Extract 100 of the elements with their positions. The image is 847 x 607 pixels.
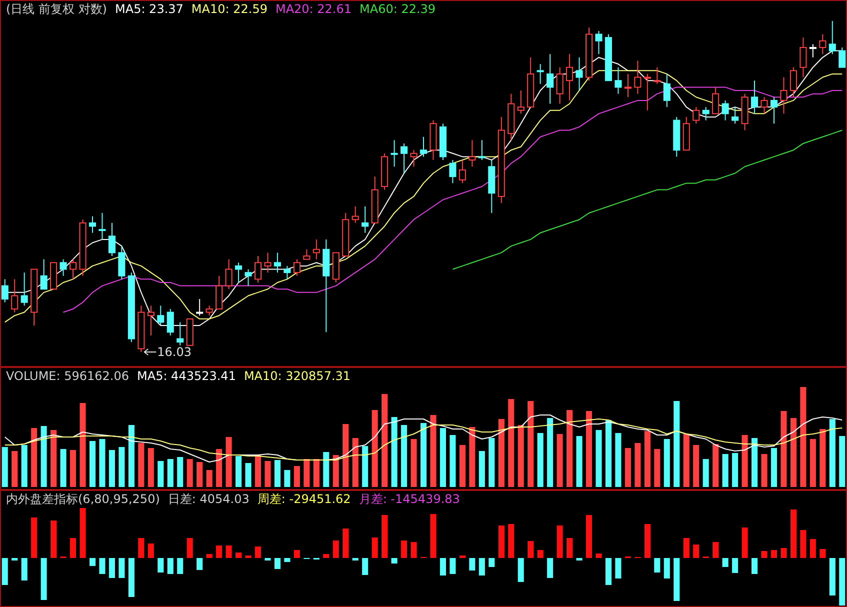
chart-title: 内外盘差指标(6,80,95,250) xyxy=(6,492,160,506)
bar xyxy=(770,550,777,558)
bar xyxy=(674,401,680,487)
bar xyxy=(829,558,836,596)
bar xyxy=(226,546,232,558)
text: MA10: 22.59 xyxy=(191,2,268,16)
bar xyxy=(732,453,738,487)
bar xyxy=(196,558,203,570)
bar xyxy=(469,558,476,570)
bar xyxy=(478,558,485,576)
bar xyxy=(537,550,544,558)
bar xyxy=(206,470,212,487)
bar xyxy=(440,558,446,576)
bar xyxy=(605,420,612,487)
bar xyxy=(615,558,622,578)
bar xyxy=(732,558,738,573)
bar xyxy=(722,454,728,487)
bar xyxy=(177,558,184,574)
bar xyxy=(236,456,242,487)
bar xyxy=(498,526,504,558)
bar xyxy=(254,455,262,487)
chart-title: VOLUME: 596162.06 xyxy=(6,369,129,383)
bar xyxy=(138,443,144,487)
bar xyxy=(21,558,28,580)
bar xyxy=(362,558,368,575)
bar xyxy=(820,549,826,558)
bar xyxy=(508,524,514,558)
bar xyxy=(528,401,534,487)
bar xyxy=(128,425,134,487)
bar xyxy=(712,542,719,558)
text: MA5: 23.37 xyxy=(115,2,184,16)
bar xyxy=(420,423,427,487)
bar xyxy=(167,558,174,574)
bar xyxy=(304,459,310,487)
bar xyxy=(839,436,846,487)
bar xyxy=(547,418,554,487)
text: 周差: -29451.62 xyxy=(257,492,351,506)
text: MA5: 443523.41 xyxy=(137,369,236,383)
bar xyxy=(683,434,690,487)
bar xyxy=(800,530,806,558)
bar xyxy=(274,558,280,569)
bar xyxy=(226,437,232,487)
bar xyxy=(664,439,670,487)
bar xyxy=(547,558,554,578)
bar xyxy=(644,431,650,487)
bar xyxy=(323,452,330,487)
bar xyxy=(2,558,8,585)
bar xyxy=(108,558,115,578)
bar xyxy=(332,540,339,558)
bar xyxy=(323,554,330,558)
bar xyxy=(148,544,154,558)
bar xyxy=(770,448,777,487)
bar xyxy=(40,558,47,600)
bar xyxy=(382,515,388,558)
bar xyxy=(508,399,514,487)
bar xyxy=(634,443,641,487)
bar xyxy=(342,528,349,558)
bar xyxy=(702,459,709,487)
bar xyxy=(274,460,280,487)
bar xyxy=(450,558,456,574)
bar xyxy=(167,459,174,487)
bar xyxy=(839,558,846,606)
bar xyxy=(810,439,816,487)
bar xyxy=(586,515,592,558)
bar xyxy=(206,554,212,558)
bar xyxy=(664,558,670,578)
bar xyxy=(391,558,398,564)
bar xyxy=(761,454,768,487)
bar xyxy=(430,415,436,487)
bar xyxy=(410,542,417,558)
bar xyxy=(751,438,758,487)
bar xyxy=(654,449,660,487)
bar xyxy=(820,429,826,487)
bar xyxy=(751,558,758,574)
bar xyxy=(654,558,660,572)
bar xyxy=(99,558,106,574)
bar xyxy=(50,430,57,487)
bar xyxy=(31,518,38,558)
bar xyxy=(430,514,436,558)
bar xyxy=(382,394,388,487)
bar xyxy=(89,558,96,566)
bar xyxy=(498,419,504,487)
bar xyxy=(391,417,398,487)
bar xyxy=(566,538,573,558)
bar xyxy=(722,558,728,567)
bar xyxy=(294,550,300,558)
bar xyxy=(556,526,563,558)
bar xyxy=(2,447,8,487)
bar xyxy=(372,410,378,487)
bar xyxy=(31,428,38,487)
bar xyxy=(790,418,796,487)
bar xyxy=(478,451,485,487)
bar xyxy=(742,528,748,558)
bar xyxy=(693,544,700,558)
bar xyxy=(742,435,748,487)
bar xyxy=(615,433,622,487)
bar xyxy=(99,439,106,487)
bar xyxy=(410,439,417,487)
bar xyxy=(372,538,378,558)
bar xyxy=(693,445,700,487)
